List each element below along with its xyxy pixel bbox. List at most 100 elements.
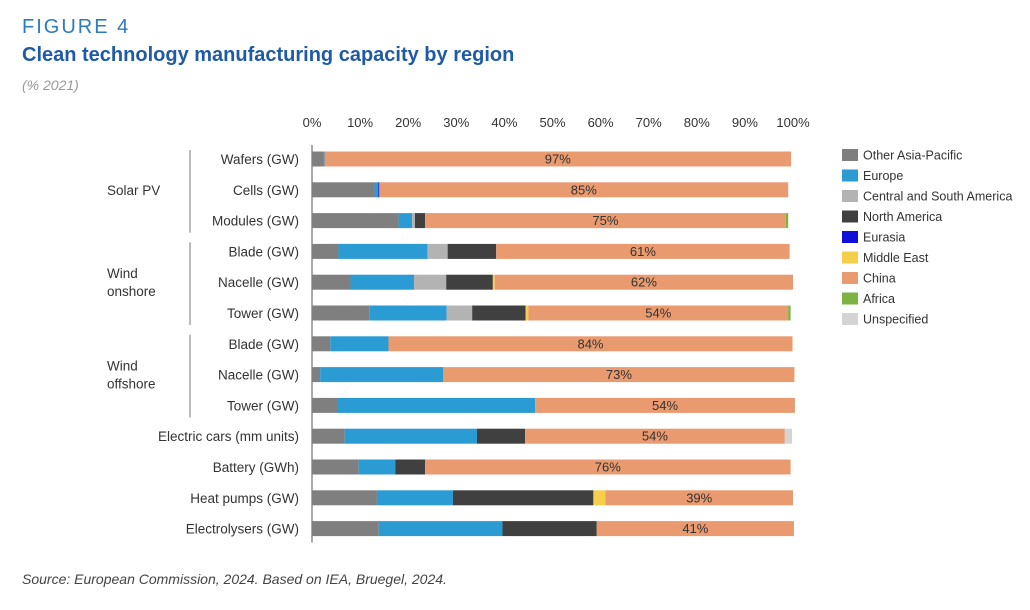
bars: 97%85% 75% 61% 62% 54% 84% 73% 54% 54% 76% 39% 41% (312, 151, 795, 537)
bar-segment (312, 521, 379, 537)
bar-segment (492, 274, 495, 290)
category-label: Cells (GW) (233, 183, 299, 198)
china-data-label: 75% (592, 213, 618, 228)
bar-segment (324, 151, 792, 167)
bar-segment (413, 274, 447, 290)
category-label: Tower (GW) (227, 306, 299, 321)
bar-segment (446, 305, 473, 321)
legend-swatch (842, 292, 858, 305)
x-axis: 0% 10% 20% 30% 40% 50% 60% 70% 80% 90% 100% (303, 115, 810, 543)
bar-segment (528, 305, 789, 321)
bar-segment (337, 397, 536, 413)
category-label: Wafers (GW) (221, 152, 299, 167)
legend-swatch (842, 169, 858, 182)
group-label: offshore (107, 377, 156, 392)
category-label: Heat pumps (GW) (190, 491, 299, 506)
legend-swatch (842, 251, 858, 264)
x-tick-label: 10% (347, 115, 373, 130)
chart-title: Clean technology manufacturing capacity … (22, 44, 515, 66)
bar-segment (344, 428, 477, 444)
x-tick-label: 70% (636, 115, 662, 130)
legend-label: Other Asia-Pacific (863, 149, 962, 163)
bar-segment (378, 182, 380, 198)
legend-label: North America (863, 210, 942, 224)
legend-label: Africa (863, 292, 895, 306)
bar-segment (525, 428, 785, 444)
category-label: Blade (GW) (228, 244, 299, 259)
bar-segment (312, 459, 359, 475)
legend-label: Central and South America (863, 190, 1012, 204)
bar-segment (425, 459, 791, 475)
legend-label: Middle East (863, 251, 929, 265)
group-labels: Solar PV Wind onshore Wind offshore (107, 150, 191, 418)
legend-swatch (842, 190, 858, 202)
bar-segment (452, 490, 594, 506)
bar-segment (414, 213, 426, 229)
category-label: Nacelle (GW) (218, 368, 299, 383)
bar-segment (350, 274, 414, 290)
bar-segment (443, 367, 795, 383)
china-data-label: 85% (571, 182, 597, 197)
china-data-label: 39% (686, 490, 712, 505)
bar-segment (369, 305, 447, 321)
x-tick-label: 50% (539, 115, 565, 130)
bar-segment (535, 397, 795, 413)
china-data-label: 84% (577, 336, 603, 351)
bar-segment (494, 274, 793, 290)
bar-segment (388, 336, 793, 352)
bar-segment (379, 182, 789, 198)
category-label: Blade (GW) (228, 337, 299, 352)
bar-segment (376, 490, 453, 506)
bar-segment (378, 521, 503, 537)
legend-label: Unspecified (863, 313, 928, 327)
category-label: Battery (GWh) (213, 460, 299, 475)
bar-segment (447, 243, 497, 259)
bar-segment (596, 521, 794, 537)
group-label: Wind (107, 266, 138, 281)
bar-segment (312, 305, 370, 321)
bar-segment (312, 243, 339, 259)
bar-segment (446, 274, 493, 290)
source-note: Source: European Commission, 2024. Based… (22, 571, 447, 587)
bar-segment (502, 521, 597, 537)
bar-segment (784, 428, 793, 444)
china-data-label: 97% (545, 152, 571, 167)
bar-segment (338, 243, 428, 259)
bar-segment (312, 336, 331, 352)
bar-segment (427, 243, 448, 259)
bar-segment (330, 336, 389, 352)
bar-segment (425, 213, 786, 229)
china-data-label: 62% (631, 275, 657, 290)
bar-segment (312, 397, 338, 413)
legend-label: Eurasia (863, 231, 905, 245)
x-tick-label: 40% (491, 115, 517, 130)
x-tick-label: 100% (776, 115, 810, 130)
bar-segment (312, 428, 345, 444)
bar-segment (785, 213, 789, 229)
bar-segment (312, 274, 351, 290)
legend-swatch (842, 149, 858, 161)
bar-segment (312, 367, 321, 383)
figure-label: FIGURE 4 (22, 16, 131, 38)
chart-subtitle: (% 2021) (22, 77, 79, 93)
legend-swatch (842, 272, 858, 284)
x-tick-label: 20% (395, 115, 421, 130)
bar-segment (320, 367, 444, 383)
bar-segment (358, 459, 396, 475)
category-label: Electric cars (mm units) (158, 429, 299, 444)
bar-segment (312, 182, 375, 198)
bar-segment (496, 243, 790, 259)
x-tick-label: 0% (303, 115, 322, 130)
bar-segment (605, 490, 793, 506)
y-axis-labels: Wafers (GW) Cells (GW) Modules (GW) Blade (… (158, 152, 299, 537)
china-data-label: 41% (682, 521, 708, 536)
legend-swatch (842, 231, 858, 243)
bar-segment (323, 151, 325, 167)
legend-label: Europe (863, 169, 903, 183)
bar-segment (395, 459, 426, 475)
bar-segment (788, 305, 791, 321)
bar-segment (312, 151, 324, 167)
group-label: Wind (107, 359, 138, 374)
bar-segment (374, 182, 379, 198)
bar-segment (398, 213, 413, 229)
